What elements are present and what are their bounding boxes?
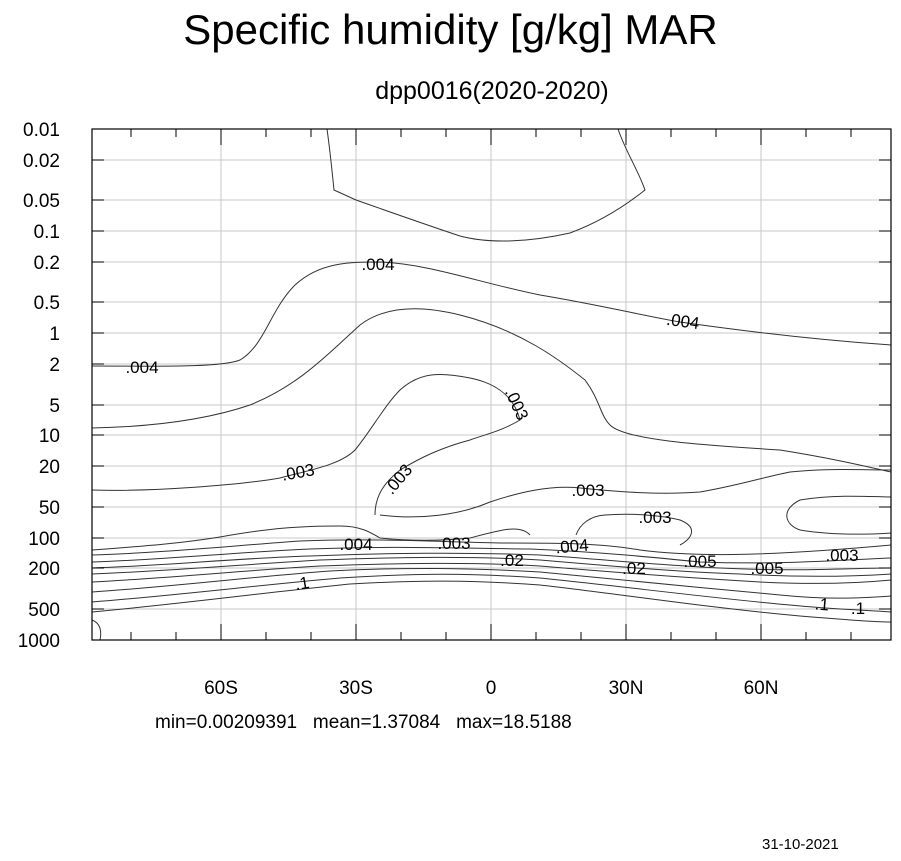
contour-line — [91, 546, 892, 564]
contour-label: .003 — [437, 534, 470, 553]
axes: 0.010.020.050.10.20.51251020501002005001… — [18, 120, 891, 699]
y-tick-label: 0.1 — [34, 222, 60, 243]
contour-line — [91, 525, 531, 551]
x-tick-label: 0 — [486, 678, 497, 699]
contour-line — [786, 495, 892, 535]
contour-labels: .004 .004 .004 .003 .003 .003 .003 .003 .004 .003… — [125, 255, 865, 618]
contour-label: .003 — [638, 508, 671, 527]
contour-label: .004 — [339, 535, 372, 554]
contour-label: .1 — [293, 573, 310, 594]
y-tick-label: 0.01 — [23, 120, 60, 141]
x-tick-label: 30N — [609, 678, 644, 699]
y-tick-label: 5 — [49, 396, 60, 417]
contour-label: .005 — [750, 559, 783, 578]
y-tick-label: 1000 — [18, 631, 60, 652]
contour-line — [91, 556, 892, 577]
y-tick-label: 500 — [28, 600, 60, 621]
contour-label: .004 — [665, 310, 700, 333]
contour-line — [379, 469, 892, 518]
contour-label: .003 — [280, 460, 316, 484]
y-tick-label: 1 — [49, 324, 60, 345]
contour-label: .003 — [501, 385, 532, 423]
contour-lines — [91, 128, 892, 641]
contour-label: .003 — [571, 481, 604, 500]
y-tick-label: 0.5 — [34, 293, 60, 314]
contour-label: .02 — [622, 559, 646, 578]
contour-label: .003 — [825, 546, 858, 565]
y-tick-label: 0.2 — [34, 253, 60, 274]
contour-line — [91, 580, 892, 623]
y-tick-label: 10 — [39, 426, 60, 447]
y-tick-label: 2 — [49, 355, 60, 376]
y-tick-label: 50 — [39, 498, 60, 519]
y-tick-label: 100 — [28, 529, 60, 550]
contour-label: .005 — [683, 552, 716, 571]
contour-label: .004 — [125, 358, 158, 377]
contour-label: .1 — [851, 599, 865, 618]
contour-line — [91, 562, 892, 584]
chart-title: Specific humidity [g/kg] MAR — [183, 6, 718, 53]
y-tick-label: 200 — [28, 559, 60, 580]
stats-text: min=0.00209391 mean=1.37084 max=18.5188 — [155, 712, 572, 733]
contour-label: .004 — [555, 536, 590, 558]
chart-subtitle: dpp0016(2020-2020) — [375, 77, 609, 105]
contour-line — [91, 308, 892, 473]
contour-label: .004 — [361, 255, 394, 274]
date-stamp: 31-10-2021 — [762, 836, 839, 853]
contour-line — [575, 513, 692, 546]
contour-label: .1 — [814, 594, 830, 614]
contour-line — [91, 567, 892, 599]
contour-line — [91, 619, 102, 641]
contour-line — [91, 373, 521, 516]
contour-label: .02 — [500, 551, 524, 570]
contour-line — [326, 128, 646, 242]
x-tick-label: 60N — [744, 678, 779, 699]
y-tick-label: 20 — [39, 457, 60, 478]
y-tick-label: 0.05 — [23, 191, 60, 212]
x-tick-label: 60S — [204, 678, 238, 699]
contour-line — [91, 539, 892, 556]
contour-line — [91, 552, 892, 571]
contour-line — [91, 573, 892, 613]
y-tick-label: 0.02 — [23, 151, 60, 172]
contour-line — [91, 261, 892, 367]
x-tick-label: 30S — [339, 678, 373, 699]
